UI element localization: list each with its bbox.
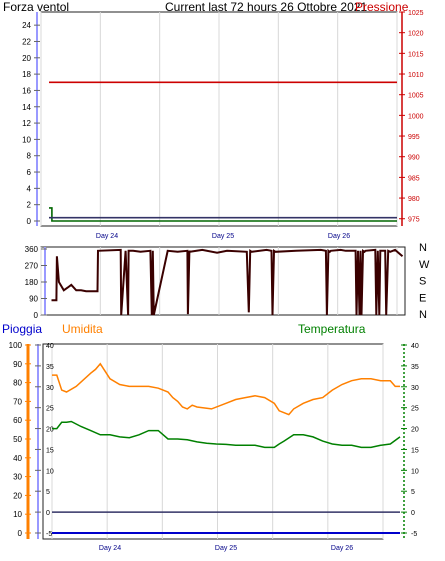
temperature-tick-label: 20 [411, 427, 419, 434]
compass-label: S [419, 276, 426, 288]
weather-plot-frame [42, 343, 384, 540]
day-label: Day 25 [212, 233, 234, 240]
compass-label: N [419, 242, 427, 254]
temperature-axis-title: Temperatura [298, 322, 366, 336]
humidity-tick-label: 50 [13, 435, 22, 444]
pressure-tick-label: 1025 [408, 10, 424, 17]
rain-axis-title: Pioggia [2, 322, 43, 336]
temperature-tick-label: 10 [411, 468, 419, 475]
direction-tick-label: 180 [25, 278, 39, 287]
wind-tick-label: 16 [22, 86, 31, 95]
humidity-tick-label: 80 [13, 379, 22, 388]
day-label: Day 26 [331, 545, 353, 552]
chart-title: Current last 72 hours 26 Ottobre 2021 [165, 0, 368, 14]
pressure-tick-label: 1000 [408, 113, 424, 120]
humidity-tick-label: 30 [13, 473, 22, 482]
temperature-series-line [52, 420, 401, 449]
pressure-tick-label: 1015 [408, 51, 424, 58]
direction-tick-label: 270 [25, 262, 39, 271]
temperature-tick-label: 40 [411, 343, 419, 350]
direction-series-line [51, 248, 404, 316]
rain-tick-label: 10 [46, 468, 54, 475]
humidity-series-line [52, 362, 400, 416]
rain-tick-label: 30 [46, 385, 54, 392]
rain-tick-label: 5 [46, 489, 50, 496]
wind-series-line [49, 207, 397, 222]
temperature-tick-label: 5 [411, 489, 415, 496]
wind-tick-label: 0 [27, 217, 32, 226]
wind-tick-label: 10 [22, 135, 31, 144]
rain-tick-label: 25 [46, 406, 54, 413]
day-label: Day 24 [99, 545, 121, 552]
humidity-tick-label: 100 [9, 341, 23, 350]
temperature-tick-label: 30 [411, 385, 419, 392]
pressure-axis-title: Pressione [355, 0, 409, 14]
pressure-tick-label: 985 [408, 175, 420, 182]
direction-plot-frame [40, 246, 406, 316]
rain-tick-label: 0 [46, 510, 50, 517]
compass-label: E [419, 292, 426, 304]
humidity-tick-label: 70 [13, 397, 22, 406]
humidity-axis-title: Umidita [62, 322, 103, 336]
wind-tick-label: 4 [27, 184, 32, 193]
temperature-tick-label: -5 [411, 531, 417, 538]
direction-tick-label: 360 [25, 245, 39, 254]
direction-tick-label: 0 [34, 311, 39, 320]
humidity-tick-label: 10 [13, 510, 22, 519]
temperature-tick-label: 25 [411, 406, 419, 413]
pressure-tick-label: 1020 [408, 31, 424, 38]
pressure-tick-label: 1005 [408, 93, 424, 100]
day-label: Day 25 [215, 545, 237, 552]
wind-tick-label: 22 [22, 37, 31, 46]
wind-tick-label: 6 [27, 168, 32, 177]
rain-tick-label: 35 [46, 364, 54, 371]
wind-tick-label: 18 [22, 70, 31, 79]
rain-tick-label: 15 [46, 447, 54, 454]
wind-tick-label: 20 [22, 54, 31, 63]
humidity-tick-label: 40 [13, 454, 22, 463]
wind-tick-label: 2 [27, 201, 32, 210]
rain-tick-label: 20 [46, 427, 54, 434]
wind-tick-label: 14 [22, 103, 31, 112]
compass-label: W [419, 259, 430, 271]
humidity-tick-label: 0 [18, 529, 23, 538]
pressure-tick-label: 1010 [408, 72, 424, 79]
rain-tick-label: 40 [46, 343, 54, 350]
humidity-tick-label: 20 [13, 491, 22, 500]
pressure-tick-label: 980 [408, 196, 420, 203]
pressure-tick-label: 975 [408, 217, 420, 224]
day-label: Day 26 [328, 233, 350, 240]
pressure-tick-label: 995 [408, 134, 420, 141]
rain-tick-label: -5 [46, 531, 52, 538]
pressure-tick-label: 990 [408, 155, 420, 162]
wind-tick-label: 12 [22, 119, 31, 128]
wind-tick-label: 8 [27, 152, 32, 161]
direction-tick-label: 90 [29, 295, 38, 304]
compass-label: N [419, 309, 427, 321]
wind-axis-title: Forza ventol [3, 0, 70, 14]
day-label: Day 24 [96, 233, 118, 240]
humidity-tick-label: 60 [13, 416, 22, 425]
wind-tick-label: 24 [22, 21, 31, 30]
temperature-tick-label: 15 [411, 447, 419, 454]
humidity-tick-label: 90 [13, 360, 22, 369]
temperature-tick-label: 35 [411, 364, 419, 371]
temperature-tick-label: 0 [411, 510, 415, 517]
